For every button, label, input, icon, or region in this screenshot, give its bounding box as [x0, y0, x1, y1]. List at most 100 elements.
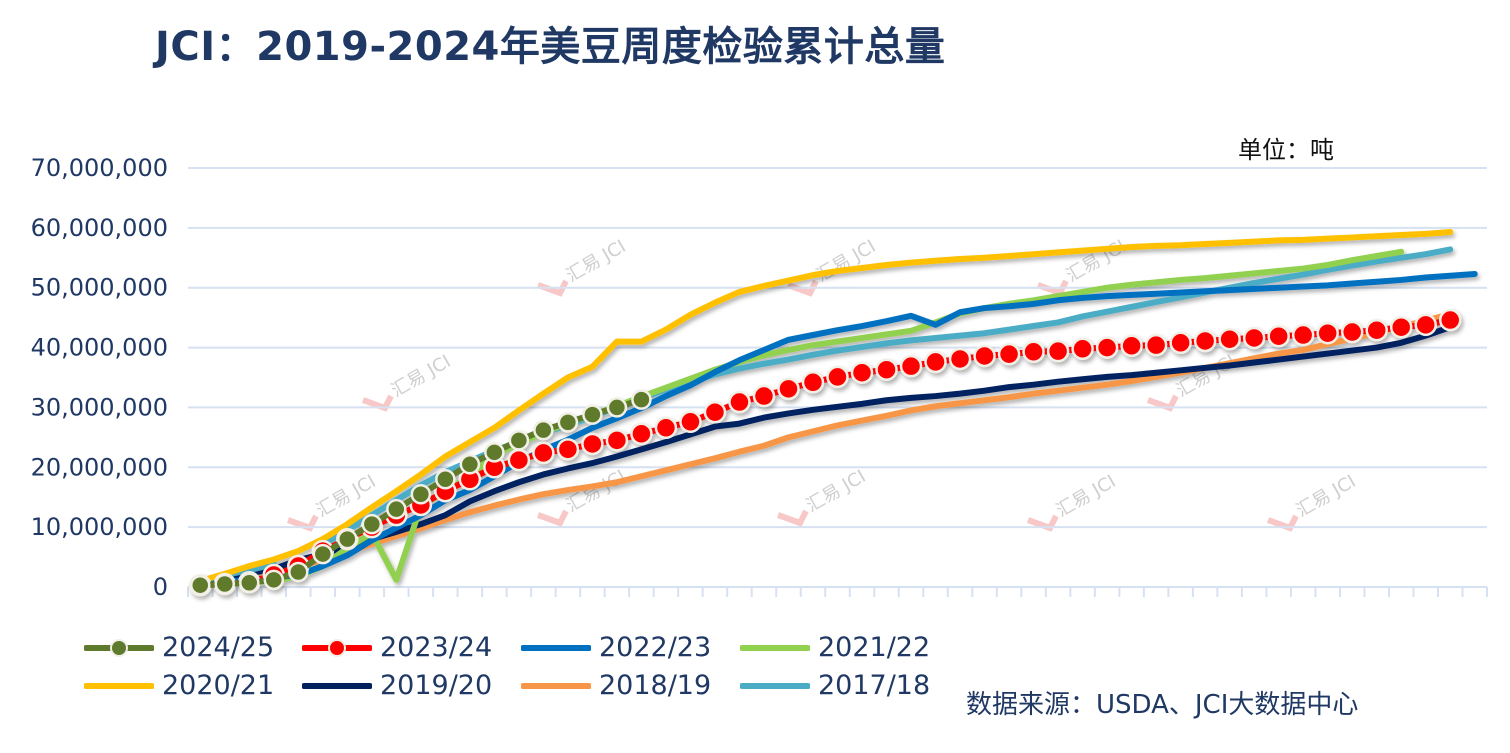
data-point [508, 430, 530, 451]
data-point [1169, 331, 1192, 355]
series-2024-25 [190, 389, 652, 596]
watermark-logo: 汇易 JCI [786, 236, 880, 297]
legend-swatch [84, 638, 154, 657]
data-point [557, 412, 579, 433]
svg-text:汇易 JCI: 汇易 JCI [813, 236, 880, 287]
watermark-logo: 汇易 JCI [776, 466, 869, 527]
legend-item-2021-22: 2021/22 [740, 632, 930, 663]
source-note: 数据来源：USDA、JCI大数据中心 [966, 690, 1359, 720]
data-point [1438, 308, 1462, 332]
data-point [459, 454, 481, 475]
data-point [214, 573, 236, 595]
legend-label: 2022/23 [599, 632, 712, 663]
data-point [1414, 313, 1437, 337]
data-point [1046, 339, 1070, 363]
data-point [606, 397, 628, 418]
series-2018-19 [197, 311, 1454, 586]
data-point [1242, 326, 1266, 350]
legend-label: 2024/25 [162, 632, 275, 663]
watermark-logo: 汇易 JCI [536, 236, 630, 297]
svg-text:汇易 JCI: 汇易 JCI [1063, 236, 1130, 287]
data-point [532, 441, 555, 465]
data-point [1316, 321, 1339, 345]
data-point [435, 469, 456, 490]
data-point [948, 347, 972, 371]
x-axis [187, 587, 1488, 597]
data-point [899, 354, 923, 378]
legend-swatch [521, 682, 591, 689]
data-point [1291, 323, 1315, 347]
data-point [1340, 320, 1364, 344]
data-point [1022, 340, 1045, 364]
watermark-logo: 汇易 JCI [361, 351, 455, 412]
series-line [197, 317, 1454, 589]
series-group [189, 229, 1478, 597]
svg-text:汇易 JCI: 汇易 JCI [563, 236, 630, 287]
data-point [361, 513, 383, 535]
data-point [728, 390, 751, 414]
legend-swatch [84, 682, 154, 689]
svg-text:汇易 JCI: 汇易 JCI [1293, 471, 1360, 522]
data-point [1365, 318, 1388, 342]
legend-item-2017-18: 2017/18 [740, 670, 930, 701]
watermark-logo: 汇易 JCI [1026, 471, 1120, 532]
data-point [654, 416, 678, 440]
legend-swatch [740, 644, 810, 651]
data-point [850, 361, 874, 384]
legend-swatch [302, 682, 372, 689]
data-point [997, 342, 1021, 366]
data-point [1193, 329, 1217, 353]
legend-item-2020-21: 2020/21 [84, 670, 274, 701]
y-axis: 0 10,000,000 20,000,000 30,000,000 40,000,00… [31, 154, 168, 601]
data-point [190, 574, 211, 596]
svg-text:汇易 JCI: 汇易 JCI [388, 351, 455, 402]
watermark-logo: 汇易 JCI [1266, 471, 1360, 532]
legend-item-2019-20: 2019/20 [302, 670, 492, 701]
legend-item-2023-24: 2023/24 [302, 632, 492, 663]
data-point [973, 344, 996, 368]
legend-label: 2020/21 [162, 670, 275, 701]
legend-label: 2019/20 [380, 670, 493, 701]
series-line [197, 311, 1454, 586]
legend-item-2018-19: 2018/19 [521, 670, 711, 701]
data-point [826, 365, 849, 389]
watermark-logo: 汇易 JCI [1146, 351, 1239, 412]
data-point [410, 483, 432, 505]
data-point [1071, 337, 1094, 361]
data-point [337, 528, 358, 550]
series-2020-21 [197, 229, 1454, 585]
y-tick-label: 0 [153, 573, 168, 601]
series-line [197, 229, 1454, 585]
data-point [631, 389, 652, 410]
data-point [582, 404, 603, 425]
legend-swatch [740, 682, 810, 689]
y-tick-label: 70,000,000 [31, 154, 168, 182]
legend-label: 2017/18 [818, 670, 931, 701]
series-2021-22 [197, 248, 1405, 587]
data-point [1144, 333, 1168, 357]
data-point [1218, 327, 1241, 351]
legend-swatch [302, 638, 372, 657]
y-tick-label: 60,000,000 [31, 214, 168, 242]
legend-item-2024-25: 2024/25 [84, 632, 274, 663]
data-point [801, 371, 825, 394]
data-point [777, 377, 800, 401]
series-line [197, 248, 1405, 587]
legend-swatch [521, 644, 591, 651]
svg-text:汇易 JCI: 汇易 JCI [1053, 471, 1120, 522]
data-point [1120, 334, 1143, 358]
y-tick-label: 30,000,000 [31, 393, 168, 421]
y-tick-label: 40,000,000 [31, 334, 168, 362]
y-tick-label: 20,000,000 [31, 453, 168, 481]
legend-label: 2018/19 [599, 670, 712, 701]
data-point [1267, 324, 1290, 348]
data-point [239, 572, 260, 594]
unit-label: 单位：吨 [1238, 136, 1334, 164]
data-point [507, 448, 531, 472]
data-point [533, 419, 554, 441]
legend-label: 2023/24 [380, 632, 493, 663]
data-point [484, 442, 505, 463]
series-2019-20 [197, 324, 1454, 588]
data-point [630, 422, 653, 446]
